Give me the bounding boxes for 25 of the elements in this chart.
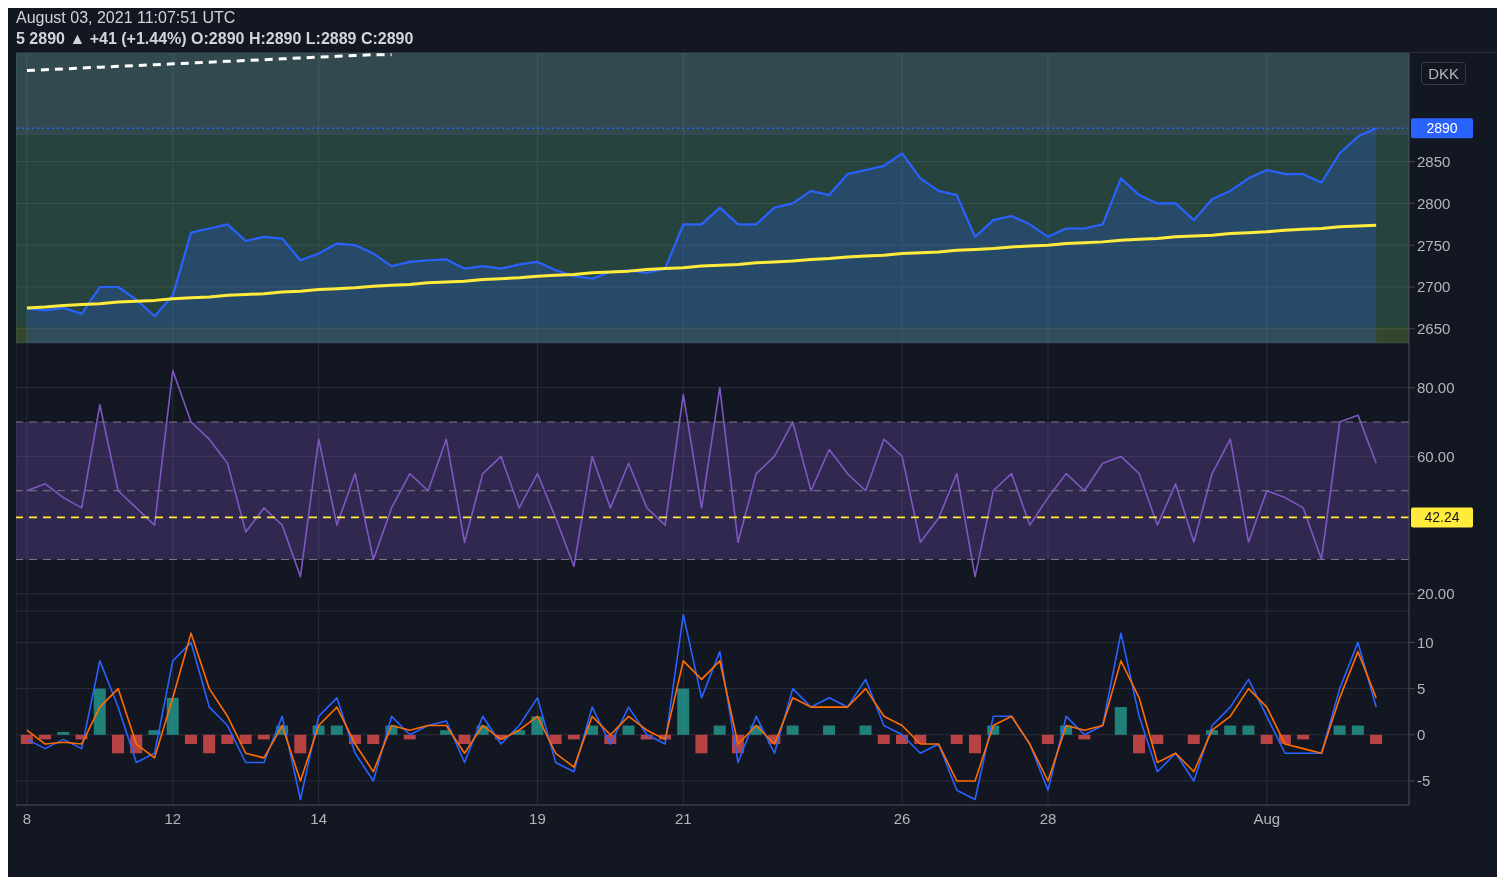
x-tick-label: Aug — [1253, 809, 1281, 827]
y-tick-label: 60.00 — [1417, 447, 1455, 465]
y-tick-label: -5 — [1417, 772, 1431, 790]
x-tick-label: 14 — [310, 809, 328, 827]
x-tick-label: 21 — [674, 809, 692, 827]
ref-line-label: 2890 — [1426, 120, 1458, 137]
y-tick-label: 5 — [1417, 679, 1426, 697]
y-tick-label: 10 — [1417, 633, 1434, 651]
y-tick-label: 2750 — [1417, 236, 1451, 254]
chart-title: August 03, 2021 11:07:51 UTC — [16, 8, 237, 28]
y-tick-label: 20.00 — [1417, 585, 1455, 603]
x-tick-label: 26 — [893, 809, 911, 827]
y-axis-title: DKK — [1421, 62, 1466, 85]
chart-subtitle: 5 2890 ▲ +41 (+1.44%) O:2890 H:2890 L:2889 C:2890 — [16, 29, 415, 49]
y-tick-label: 0 — [1417, 726, 1426, 744]
x-tick-label: 19 — [529, 809, 546, 827]
y-tick-label: 2850 — [1417, 152, 1451, 170]
x-tick-label: 12 — [164, 809, 182, 827]
y-tick-label: 80.00 — [1417, 378, 1455, 396]
y-tick-label: 2700 — [1417, 278, 1451, 296]
x-tick-label: 8 — [22, 809, 32, 827]
x-tick-label: 28 — [1039, 809, 1057, 827]
y-tick-label: 2800 — [1417, 194, 1451, 212]
y-tick-label: 2650 — [1417, 320, 1451, 338]
ref-line-label: 42.24 — [1424, 509, 1460, 526]
